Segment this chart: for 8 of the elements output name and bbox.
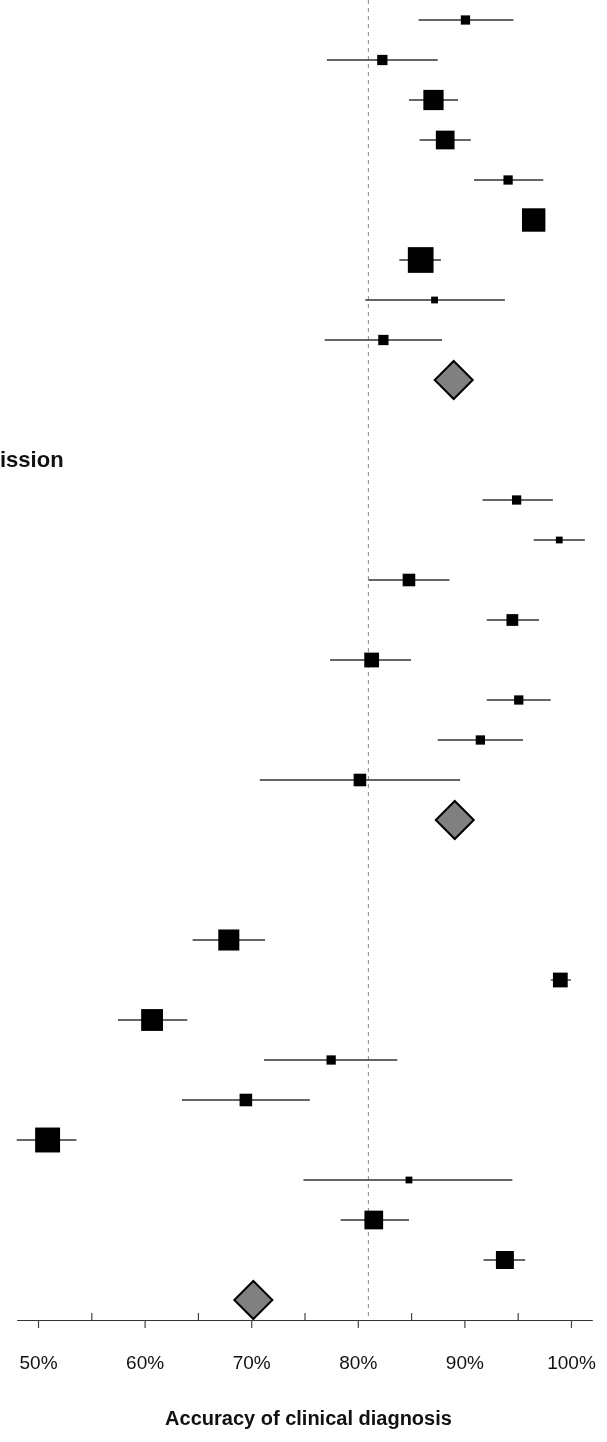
x-tick-label: 60% xyxy=(126,1352,165,1374)
x-tick-label: 50% xyxy=(19,1352,58,1374)
x-tick-label: 70% xyxy=(232,1352,271,1374)
x-tick-label: 80% xyxy=(339,1352,378,1374)
x-tick-label: 100% xyxy=(547,1352,596,1374)
x-axis-title: Accuracy of clinical diagnosis xyxy=(165,1407,452,1429)
annotation: ission xyxy=(0,447,64,472)
x-tick-label: 90% xyxy=(445,1352,485,1374)
